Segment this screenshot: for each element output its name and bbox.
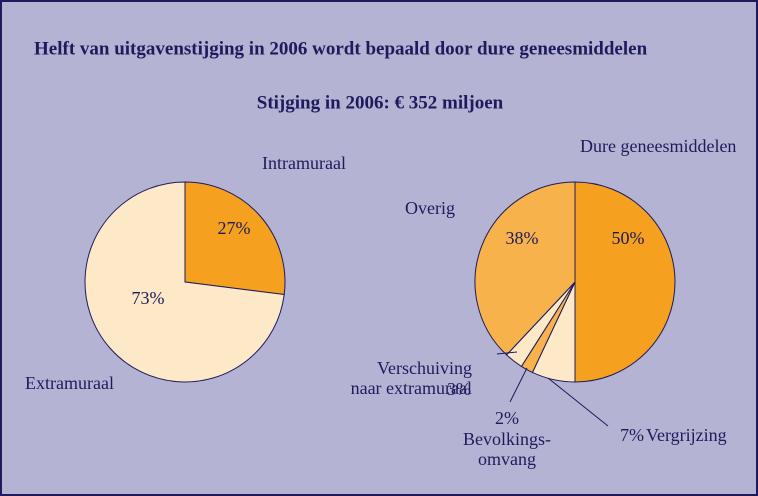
slice-label: Extramuraal bbox=[25, 373, 114, 393]
leader-line bbox=[509, 367, 528, 403]
title-clip: Helft van uitgavenstijging in 2006 wordt… bbox=[34, 38, 648, 59]
slice-label: Verschuiving naar extramuraal bbox=[351, 358, 472, 398]
value-label: 38% bbox=[506, 228, 539, 248]
slice-label: Dure geneesmiddelen bbox=[580, 136, 736, 156]
chart-title: Helft van uitgavenstijging in 2006 wordt… bbox=[34, 38, 648, 59]
value-label: 2% bbox=[495, 408, 519, 428]
slice-label: Vergrijzing bbox=[646, 425, 727, 445]
slice-label: Intramuraal bbox=[262, 153, 346, 173]
pie-slice bbox=[84, 181, 285, 383]
value-label: 50% bbox=[612, 228, 645, 248]
leader-line bbox=[547, 377, 609, 427]
pie-slice bbox=[184, 181, 286, 296]
pie-slice bbox=[474, 181, 576, 356]
value-label: 27% bbox=[218, 218, 251, 238]
slice-label: Bevolkings-omvang bbox=[463, 429, 551, 469]
chart-subtitle: Stijging in 2006: € 352 miljoen bbox=[257, 92, 504, 113]
value-label: 3% bbox=[447, 379, 471, 399]
value-label: 7% bbox=[620, 425, 644, 445]
pie-slice bbox=[574, 181, 676, 383]
leader-line bbox=[496, 351, 518, 355]
value-label: 73% bbox=[132, 288, 165, 308]
slice-label: Overig bbox=[405, 198, 455, 218]
